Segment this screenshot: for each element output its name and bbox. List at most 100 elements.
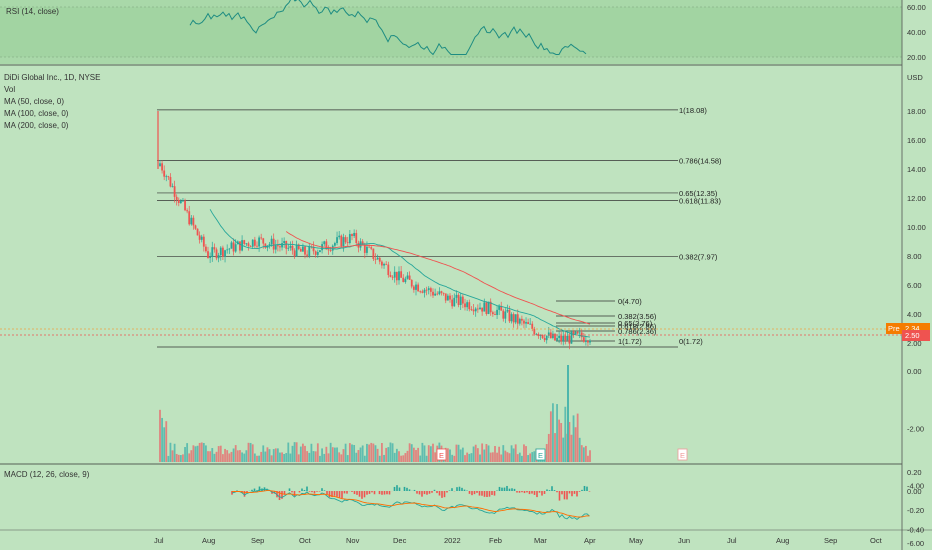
candle-body xyxy=(173,186,176,197)
earnings-marker-3[interactable]: E xyxy=(677,448,688,461)
volume-bar xyxy=(410,444,413,462)
volume-bar xyxy=(574,427,577,462)
candle-body xyxy=(167,176,170,178)
candle-body xyxy=(279,246,281,248)
candle-body xyxy=(539,334,542,337)
volume-bar xyxy=(423,445,426,462)
candle-body xyxy=(423,289,426,293)
candle-body xyxy=(574,332,577,335)
macd-histogram-bar xyxy=(368,491,371,494)
candle-body xyxy=(440,291,443,293)
price-tick-label: 4.00 xyxy=(907,310,922,319)
macd-histogram-bar xyxy=(258,486,261,491)
volume-bar xyxy=(276,448,279,462)
pre-market-price-tag xyxy=(902,323,930,334)
candle-body xyxy=(200,236,203,240)
rsi-band xyxy=(0,7,902,57)
macd-histogram-bar xyxy=(371,491,373,493)
candle-body xyxy=(393,271,396,278)
volume-bar xyxy=(321,448,323,462)
candle-body xyxy=(523,320,525,324)
volume-bar xyxy=(243,453,246,462)
candle-body xyxy=(518,318,521,324)
volume-bar xyxy=(177,454,180,462)
candle-body xyxy=(351,234,353,237)
candle-body xyxy=(479,307,481,310)
macd-histogram-bar xyxy=(336,491,338,497)
candle-body xyxy=(230,242,233,249)
candle-body xyxy=(175,196,178,200)
macd-histogram-bar xyxy=(366,491,368,495)
volume-bar xyxy=(287,442,290,462)
macd-line xyxy=(231,488,590,520)
macd-histogram-bar xyxy=(576,491,578,497)
volume-bar xyxy=(374,445,377,462)
signal-line xyxy=(231,490,590,518)
macd-histogram-bar xyxy=(293,491,296,497)
volume-bar xyxy=(432,443,434,462)
macd-histogram-bar xyxy=(546,489,548,491)
candle-body xyxy=(243,240,246,244)
volume-bar xyxy=(527,455,530,462)
candle-body xyxy=(438,291,441,295)
volume-bar xyxy=(589,450,591,462)
time-axis-label: Mar xyxy=(534,536,547,545)
macd-histogram-bar xyxy=(573,491,576,494)
candle-body xyxy=(287,247,290,249)
macd-histogram-bar xyxy=(416,491,418,494)
volume-bar xyxy=(415,450,417,462)
volume-bar xyxy=(562,437,565,462)
candle-body xyxy=(182,200,184,202)
volume-bar xyxy=(251,444,254,462)
candle-body xyxy=(459,296,462,305)
earnings-marker-1[interactable]: E xyxy=(436,448,447,461)
volume-bar xyxy=(378,455,381,462)
volume-bar xyxy=(404,453,407,462)
price-tick-label: 8.00 xyxy=(907,252,922,261)
candle-body xyxy=(483,302,486,312)
volume-bar xyxy=(299,446,302,462)
macd-histogram-bar xyxy=(301,488,303,491)
candle-body xyxy=(256,245,258,247)
volume-bar xyxy=(325,446,328,462)
candle-body xyxy=(247,243,250,247)
volume-bar xyxy=(385,447,388,462)
volume-axis-tick-label: 0.00 xyxy=(907,367,922,376)
fib-small-label: 0.786(2.36) xyxy=(618,327,657,336)
macd-histogram-bar xyxy=(373,491,376,495)
macd-histogram-bar xyxy=(451,488,453,491)
macd-histogram-bar xyxy=(363,491,366,498)
volume-bar xyxy=(510,445,513,462)
macd-histogram-bar xyxy=(456,487,458,491)
candle-body xyxy=(525,322,527,324)
candle-body xyxy=(291,245,294,251)
candle-body xyxy=(402,277,405,283)
volume-bar xyxy=(262,445,265,462)
volume-bar xyxy=(483,449,486,462)
time-axis-label: Jun xyxy=(678,536,690,545)
volume-bar xyxy=(393,452,396,462)
currency-label: USD xyxy=(907,73,923,82)
candle-body xyxy=(283,241,286,244)
macd-histogram-bar xyxy=(476,491,478,493)
price-tick-label: 6.00 xyxy=(907,281,922,290)
candle-body xyxy=(547,332,550,336)
macd-histogram-bar xyxy=(581,489,583,491)
volume-bar xyxy=(459,449,462,462)
candle-body xyxy=(572,331,575,335)
volume-bar xyxy=(400,455,403,462)
candle-body xyxy=(251,239,254,247)
macd-histogram-bar xyxy=(278,491,281,501)
volume-bar xyxy=(506,452,509,462)
volume-bar xyxy=(249,442,252,462)
time-axis-label: Oct xyxy=(870,536,883,545)
candle-body xyxy=(314,251,317,255)
candle-body xyxy=(514,314,517,323)
volume-bar xyxy=(485,444,488,462)
macd-histogram-bar xyxy=(443,491,446,498)
macd-histogram-bar xyxy=(311,491,313,493)
earnings-marker-2[interactable]: E xyxy=(535,448,546,461)
candle-body xyxy=(432,291,434,296)
macd-histogram-bar xyxy=(526,491,528,493)
